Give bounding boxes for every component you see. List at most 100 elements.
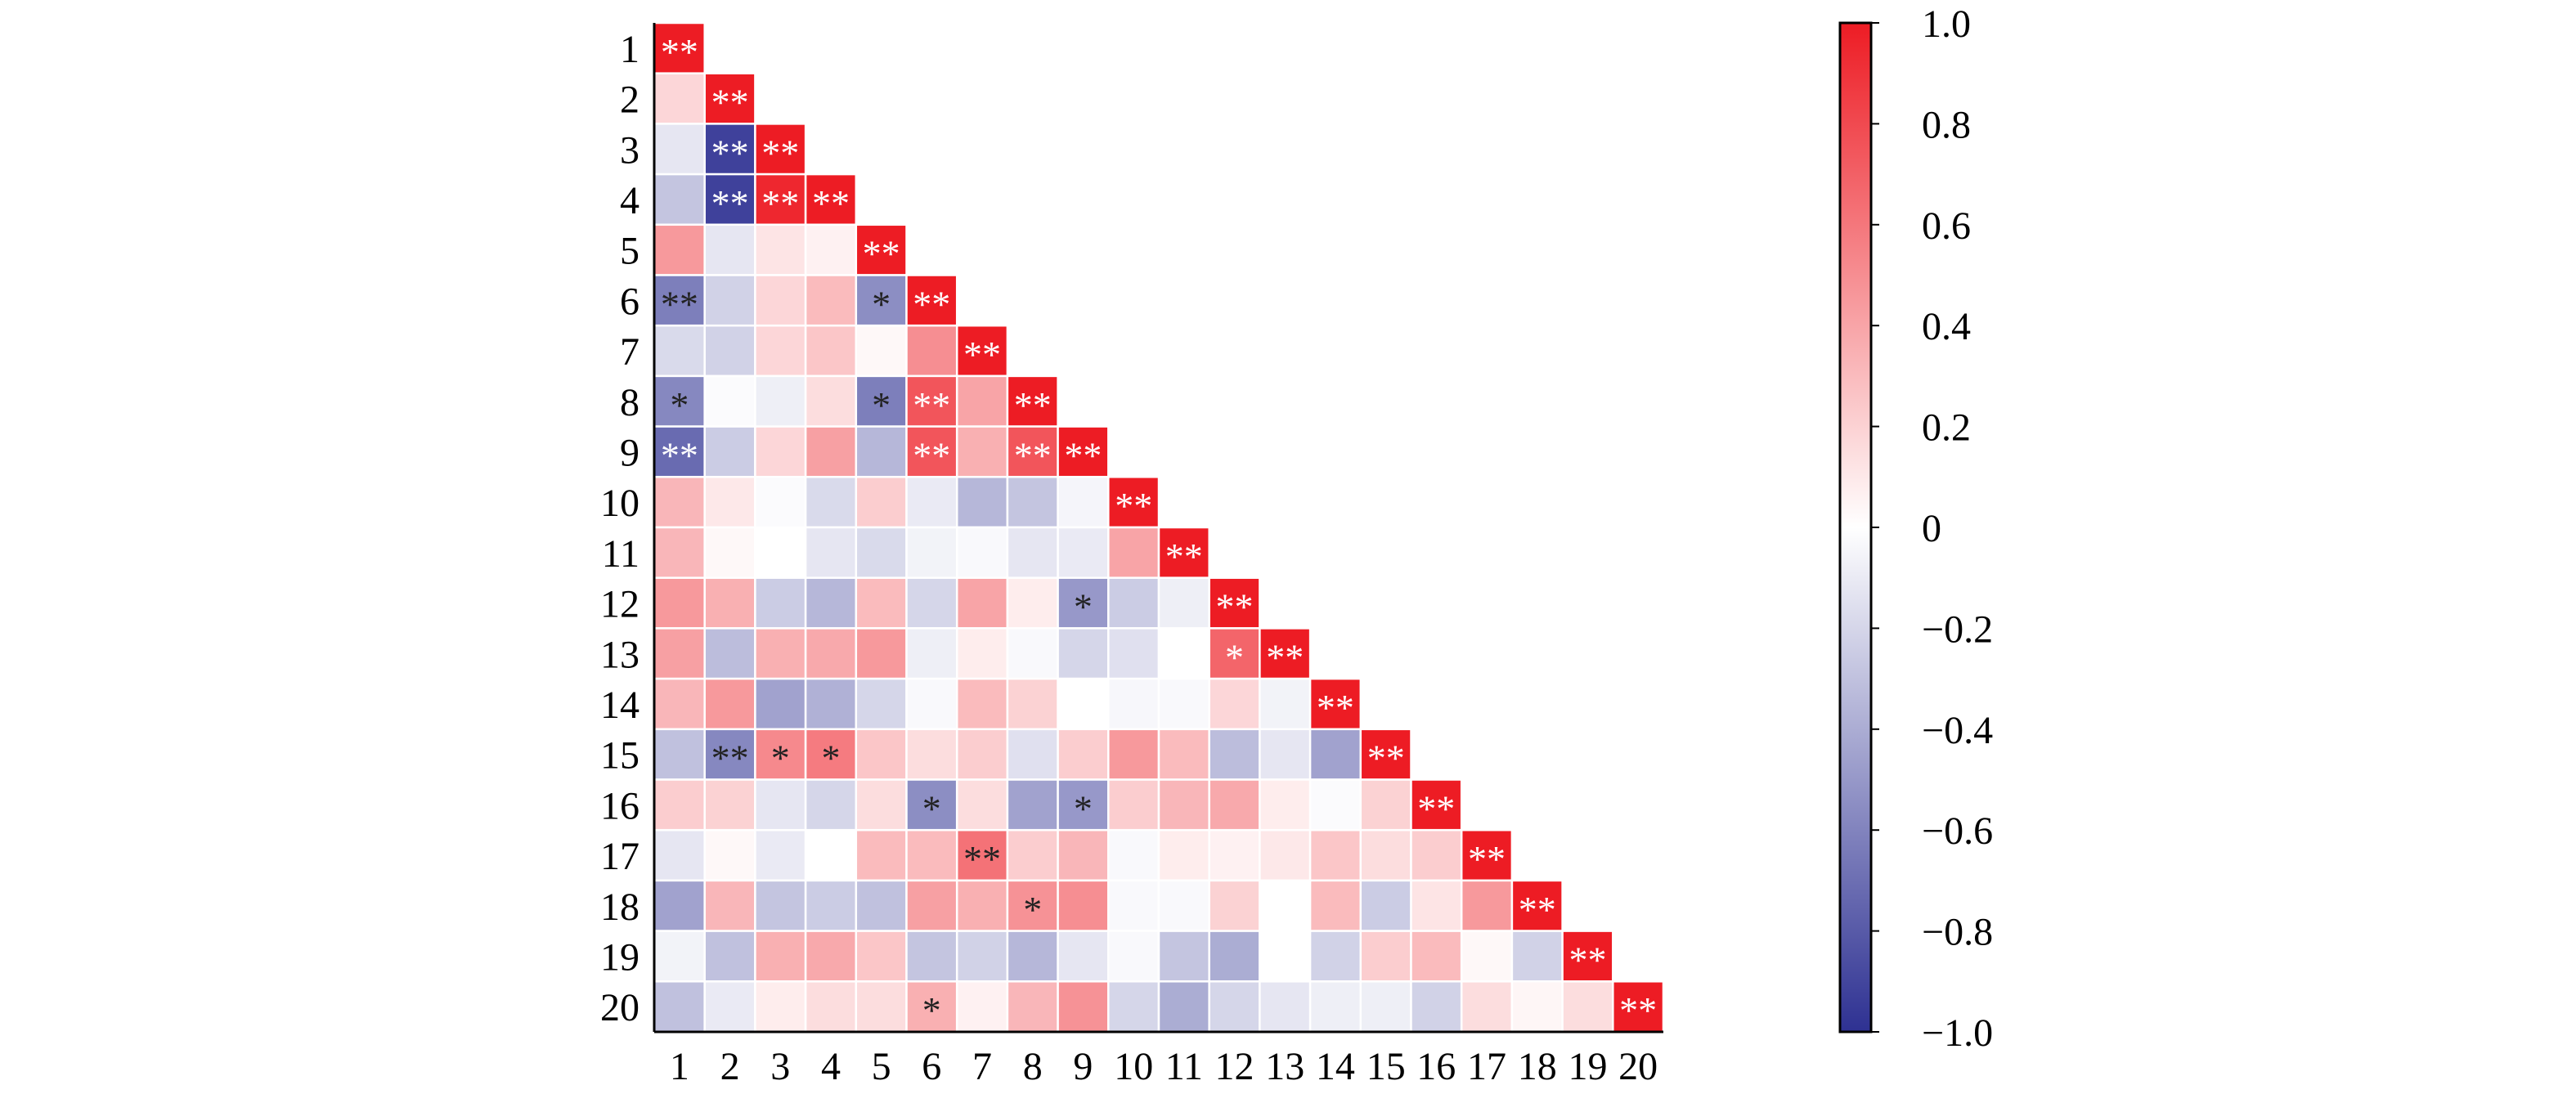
heatmap-cell-14-3 bbox=[754, 677, 807, 731]
heatmap-cell-20-12 bbox=[1208, 980, 1261, 1033]
significance-marker-18-8: * bbox=[1023, 889, 1042, 930]
heatmap-cell-16-5 bbox=[855, 778, 908, 832]
heatmap-cell-17-14 bbox=[1308, 828, 1362, 882]
significance-marker-12-12: ** bbox=[1216, 586, 1254, 628]
heatmap-cell-10-2 bbox=[703, 476, 756, 529]
heatmap-cell-6-4 bbox=[804, 274, 858, 327]
x-tick-label-16: 16 bbox=[1416, 1045, 1456, 1088]
heatmap-cell-18-9 bbox=[1057, 879, 1110, 932]
significance-marker-4-4: ** bbox=[812, 182, 850, 224]
heatmap-cell-14-11 bbox=[1157, 677, 1210, 731]
heatmap-cell-13-5 bbox=[855, 627, 908, 680]
y-tick-label-7: 7 bbox=[620, 330, 640, 374]
heatmap-cell-5-3 bbox=[754, 223, 807, 276]
significance-marker-2-2: ** bbox=[711, 82, 749, 123]
heatmap-cell-8-8 bbox=[1006, 374, 1059, 428]
heatmap-cell-11-4 bbox=[804, 526, 858, 579]
heatmap-cell-10-5 bbox=[855, 476, 908, 529]
heatmap-cell-16-13 bbox=[1259, 778, 1312, 832]
colorbar-gradient bbox=[1838, 21, 1873, 1033]
heatmap-cell-8-5 bbox=[855, 374, 908, 428]
y-tick-label-10: 10 bbox=[600, 482, 640, 525]
heatmap-cell-18-11 bbox=[1157, 879, 1210, 932]
heatmap-cell-18-13 bbox=[1259, 879, 1312, 932]
heatmap-cell-17-15 bbox=[1359, 828, 1412, 882]
significance-marker-8-5: * bbox=[872, 384, 891, 426]
heatmap-cell-8-4 bbox=[804, 374, 858, 428]
heatmap-cell-16-1 bbox=[653, 778, 706, 832]
significance-marker-9-6: ** bbox=[913, 435, 950, 477]
heatmap-cell-20-16 bbox=[1410, 980, 1463, 1033]
significance-markers: ****** **** ** ****** * ***** * ** **** ** ** *****… bbox=[661, 31, 1657, 1031]
significance-marker-19-19: ** bbox=[1569, 939, 1607, 981]
heatmap-cell-20-15 bbox=[1359, 980, 1412, 1033]
colorbar-tick-label: 0.8 bbox=[1922, 103, 1971, 146]
significance-marker-16-16: ** bbox=[1417, 787, 1455, 829]
heatmap-cell-20-4 bbox=[804, 980, 858, 1033]
heatmap-cell-15-7 bbox=[955, 728, 1009, 781]
heatmap-cell-11-7 bbox=[955, 526, 1009, 579]
x-tick-label-18: 18 bbox=[1518, 1045, 1557, 1088]
heatmap-cell-15-11 bbox=[1157, 728, 1210, 781]
heatmap-cell-4-1 bbox=[653, 173, 706, 226]
heatmap-cell-7-4 bbox=[804, 324, 858, 378]
heatmap-cell-19-14 bbox=[1308, 930, 1362, 983]
heatmap-cell-18-15 bbox=[1359, 879, 1412, 932]
heatmap-cell-7-7 bbox=[955, 324, 1009, 378]
significance-marker-13-13: ** bbox=[1266, 636, 1304, 678]
x-tick-label-6: 6 bbox=[922, 1045, 941, 1088]
heatmap-cell-8-7 bbox=[955, 374, 1009, 428]
heatmap-cell-20-17 bbox=[1460, 980, 1514, 1033]
heatmap-cell-15-1 bbox=[653, 728, 706, 781]
heatmap-cell-14-6 bbox=[905, 677, 958, 731]
heatmap-cell-20-8 bbox=[1006, 980, 1059, 1033]
y-tick-label-14: 14 bbox=[600, 684, 640, 727]
heatmap-cell-16-10 bbox=[1107, 778, 1160, 832]
significance-marker-7-7: ** bbox=[963, 334, 1001, 375]
heatmap-cell-3-1 bbox=[653, 123, 706, 176]
heatmap-cell-11-6 bbox=[905, 526, 958, 579]
heatmap-cell-20-10 bbox=[1107, 980, 1160, 1033]
heatmap-cell-10-1 bbox=[653, 476, 706, 529]
heatmap-cell-18-7 bbox=[955, 879, 1009, 932]
heatmap-cell-15-14 bbox=[1308, 728, 1362, 781]
heatmap-cell-20-5 bbox=[855, 980, 908, 1033]
heatmap-cells bbox=[653, 21, 1665, 1033]
heatmap-cell-11-9 bbox=[1057, 526, 1110, 579]
heatmap-cell-18-17 bbox=[1460, 879, 1514, 932]
heatmap-cell-14-9 bbox=[1057, 677, 1110, 731]
heatmap-cell-10-10 bbox=[1107, 476, 1160, 529]
significance-marker-15-4: * bbox=[822, 738, 841, 779]
heatmap-cell-19-11 bbox=[1157, 930, 1210, 983]
x-tick-label-10: 10 bbox=[1114, 1045, 1153, 1088]
heatmap-cell-17-3 bbox=[754, 828, 807, 882]
heatmap-cell-12-5 bbox=[855, 576, 908, 630]
heatmap-cell-6-3 bbox=[754, 274, 807, 327]
significance-marker-15-2: ** bbox=[711, 738, 749, 779]
heatmap-cell-19-9 bbox=[1057, 930, 1110, 983]
heatmap-cell-17-16 bbox=[1410, 828, 1463, 882]
heatmap-cell-20-19 bbox=[1561, 980, 1614, 1033]
heatmap-cell-11-8 bbox=[1006, 526, 1059, 579]
heatmap-cell-20-1 bbox=[653, 980, 706, 1033]
heatmap-cell-14-7 bbox=[955, 677, 1009, 731]
heatmap-cell-15-6 bbox=[905, 728, 958, 781]
colorbar-tick-label: 0 bbox=[1922, 507, 1941, 550]
heatmap-cell-7-5 bbox=[855, 324, 908, 378]
heatmap-cell-14-14 bbox=[1308, 677, 1362, 731]
heatmap-cell-11-10 bbox=[1107, 526, 1160, 579]
significance-marker-9-8: ** bbox=[1014, 435, 1052, 477]
heatmap-cell-12-1 bbox=[653, 576, 706, 630]
y-tick-label-4: 4 bbox=[620, 179, 640, 222]
heatmap-cell-8-3 bbox=[754, 374, 807, 428]
heatmap-cell-12-3 bbox=[754, 576, 807, 630]
heatmap-cell-2-1 bbox=[653, 72, 706, 125]
heatmap-cell-18-16 bbox=[1410, 879, 1463, 932]
y-tick-label-1: 1 bbox=[620, 28, 640, 71]
colorbar-tick-label: 0.4 bbox=[1922, 305, 1971, 348]
heatmap-cell-17-2 bbox=[703, 828, 756, 882]
significance-marker-9-1: ** bbox=[661, 435, 698, 477]
heatmap-cell-19-4 bbox=[804, 930, 858, 983]
significance-marker-6-1: ** bbox=[661, 283, 698, 325]
